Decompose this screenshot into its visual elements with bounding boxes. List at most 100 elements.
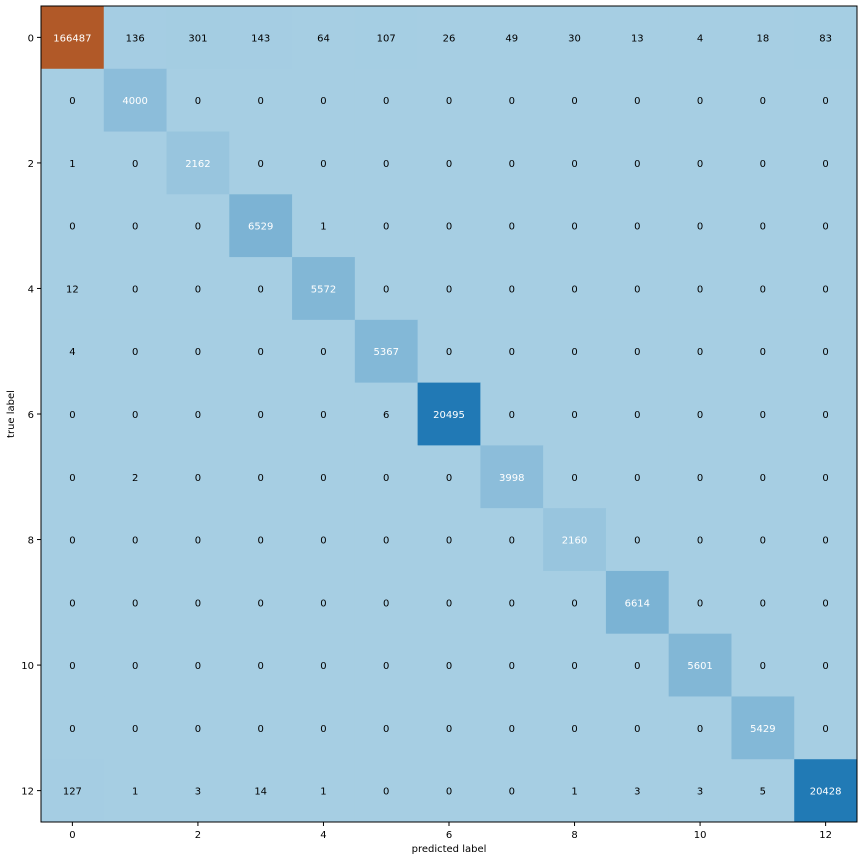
- cell-value-r12-c12: 20428: [810, 787, 842, 798]
- heatmap-cell-r2-c7: [480, 131, 544, 195]
- heatmap-cell-r6-c5: [354, 382, 419, 446]
- cell-value-r10-c12: 0: [822, 661, 828, 672]
- cell-value-r3-c12: 0: [822, 222, 828, 233]
- cell-value-r2-c4: 0: [320, 159, 326, 170]
- cell-value-r2-c5: 0: [383, 159, 389, 170]
- cell-value-r5-c0: 4: [69, 347, 75, 358]
- heatmap-cell-r0-c12: [794, 6, 858, 70]
- heatmap-cell-r7-c2: [166, 445, 230, 509]
- heatmap-cell-r0-c8: [543, 6, 607, 70]
- cell-value-r2-c0: 1: [69, 159, 75, 170]
- heatmap-cell-r5-c3: [229, 319, 293, 384]
- heatmap-cell-r4-c0: [41, 257, 105, 321]
- cell-value-r4-c8: 0: [571, 284, 577, 295]
- heatmap-cell-r10-c8: [543, 633, 607, 697]
- cell-value-r8-c5: 0: [383, 536, 389, 547]
- cell-value-r1-c3: 0: [258, 96, 264, 107]
- heatmap-cell-r1-c0: [41, 68, 105, 133]
- heatmap-cell-r11-c7: [480, 696, 544, 760]
- cell-value-r5-c10: 0: [697, 347, 703, 358]
- cell-value-r6-c12: 0: [822, 410, 828, 421]
- heatmap-cell-r7-c0: [41, 445, 105, 509]
- heatmap-cell-r5-c12: [794, 319, 858, 384]
- heatmap-cell-r10-c1: [103, 633, 168, 697]
- heatmap-cell-r6-c2: [166, 382, 230, 446]
- cell-value-r4-c9: 0: [634, 284, 640, 295]
- cell-value-r7-c10: 0: [697, 473, 703, 484]
- cell-value-r3-c8: 0: [571, 222, 577, 233]
- heatmap-cell-r11-c11: [731, 696, 795, 760]
- heatmap-cell-r3-c10: [668, 194, 732, 258]
- heatmap-cell-r2-c2: [166, 131, 230, 195]
- cell-value-r0-c11: 18: [756, 33, 769, 44]
- cell-value-r12-c5: 0: [383, 787, 389, 798]
- x-tick-label: 2: [195, 830, 201, 841]
- cell-value-r1-c1: 4000: [122, 96, 147, 107]
- cell-value-r2-c1: 0: [132, 159, 138, 170]
- heatmap-cell-r12-c6: [417, 759, 481, 823]
- heatmap-cell-r0-c5: [354, 6, 419, 70]
- heatmap-cell-r9-c3: [229, 570, 293, 635]
- heatmap-cell-r8-c8: [543, 508, 607, 572]
- heatmap-cell-r11-c8: [543, 696, 607, 760]
- cell-value-r2-c12: 0: [822, 159, 828, 170]
- cell-value-r2-c8: 0: [571, 159, 577, 170]
- cell-value-r10-c8: 0: [571, 661, 577, 672]
- heatmap-cell-r1-c9: [605, 68, 670, 133]
- heatmap-cell-r12-c7: [480, 759, 544, 823]
- heatmap-cell-r3-c11: [731, 194, 795, 258]
- cell-value-r1-c2: 0: [195, 96, 201, 107]
- y-tick-label: 8: [28, 536, 34, 547]
- heatmap-cell-r5-c4: [292, 319, 356, 384]
- cell-value-r3-c0: 0: [69, 222, 75, 233]
- cell-value-r3-c7: 0: [509, 222, 515, 233]
- cell-value-r4-c11: 0: [760, 284, 766, 295]
- cell-value-r5-c12: 0: [822, 347, 828, 358]
- heatmap-cell-r8-c12: [794, 508, 858, 572]
- cell-value-r11-c1: 0: [132, 724, 138, 735]
- cell-value-r7-c7: 3998: [499, 473, 524, 484]
- cell-value-r11-c4: 0: [320, 724, 326, 735]
- cell-value-r0-c7: 49: [505, 33, 518, 44]
- x-axis-label: predicted label: [412, 844, 487, 855]
- x-tick-label: 12: [819, 830, 832, 841]
- heatmap-cell-r2-c3: [229, 131, 293, 195]
- cell-value-r7-c9: 0: [634, 473, 640, 484]
- cell-value-r8-c9: 0: [634, 536, 640, 547]
- heatmap-cell-r12-c9: [605, 759, 670, 823]
- heatmap-cell-r0-c6: [417, 6, 481, 70]
- cell-value-r12-c1: 1: [132, 787, 138, 798]
- cell-value-r3-c2: 0: [195, 222, 201, 233]
- cell-value-r4-c12: 0: [822, 284, 828, 295]
- heatmap-cell-r3-c7: [480, 194, 544, 258]
- cell-value-r2-c9: 0: [634, 159, 640, 170]
- heatmap-cell-r10-c5: [354, 633, 419, 697]
- heatmap-cell-r12-c5: [354, 759, 419, 823]
- heatmap-cell-r8-c6: [417, 508, 481, 572]
- cell-value-r5-c9: 0: [634, 347, 640, 358]
- cell-value-r9-c1: 0: [132, 598, 138, 609]
- heatmap-cell-r4-c9: [605, 257, 670, 321]
- cell-value-r7-c2: 0: [195, 473, 201, 484]
- cell-value-r10-c6: 0: [446, 661, 452, 672]
- cell-value-r12-c4: 1: [320, 787, 326, 798]
- cell-value-r6-c11: 0: [760, 410, 766, 421]
- heatmap-cell-r9-c6: [417, 570, 481, 635]
- heatmap-cell-r5-c2: [166, 319, 230, 384]
- heatmap-cell-r8-c3: [229, 508, 293, 572]
- cell-value-r8-c3: 0: [258, 536, 264, 547]
- cell-value-r2-c10: 0: [697, 159, 703, 170]
- heatmap-cell-r8-c7: [480, 508, 544, 572]
- y-tick-label: 10: [21, 661, 34, 672]
- cell-value-r8-c11: 0: [760, 536, 766, 547]
- heatmap-cell-r4-c6: [417, 257, 481, 321]
- heatmap-cell-r12-c1: [103, 759, 168, 823]
- heatmap-cell-r6-c10: [668, 382, 732, 446]
- heatmap-cell-r0-c11: [731, 6, 795, 70]
- cell-value-r11-c10: 0: [697, 724, 703, 735]
- heatmap-cell-r3-c9: [605, 194, 670, 258]
- cell-value-r9-c0: 0: [69, 598, 75, 609]
- heatmap-cell-r7-c1: [103, 445, 168, 509]
- heatmap-cell-r6-c3: [229, 382, 293, 446]
- cell-value-r3-c10: 0: [697, 222, 703, 233]
